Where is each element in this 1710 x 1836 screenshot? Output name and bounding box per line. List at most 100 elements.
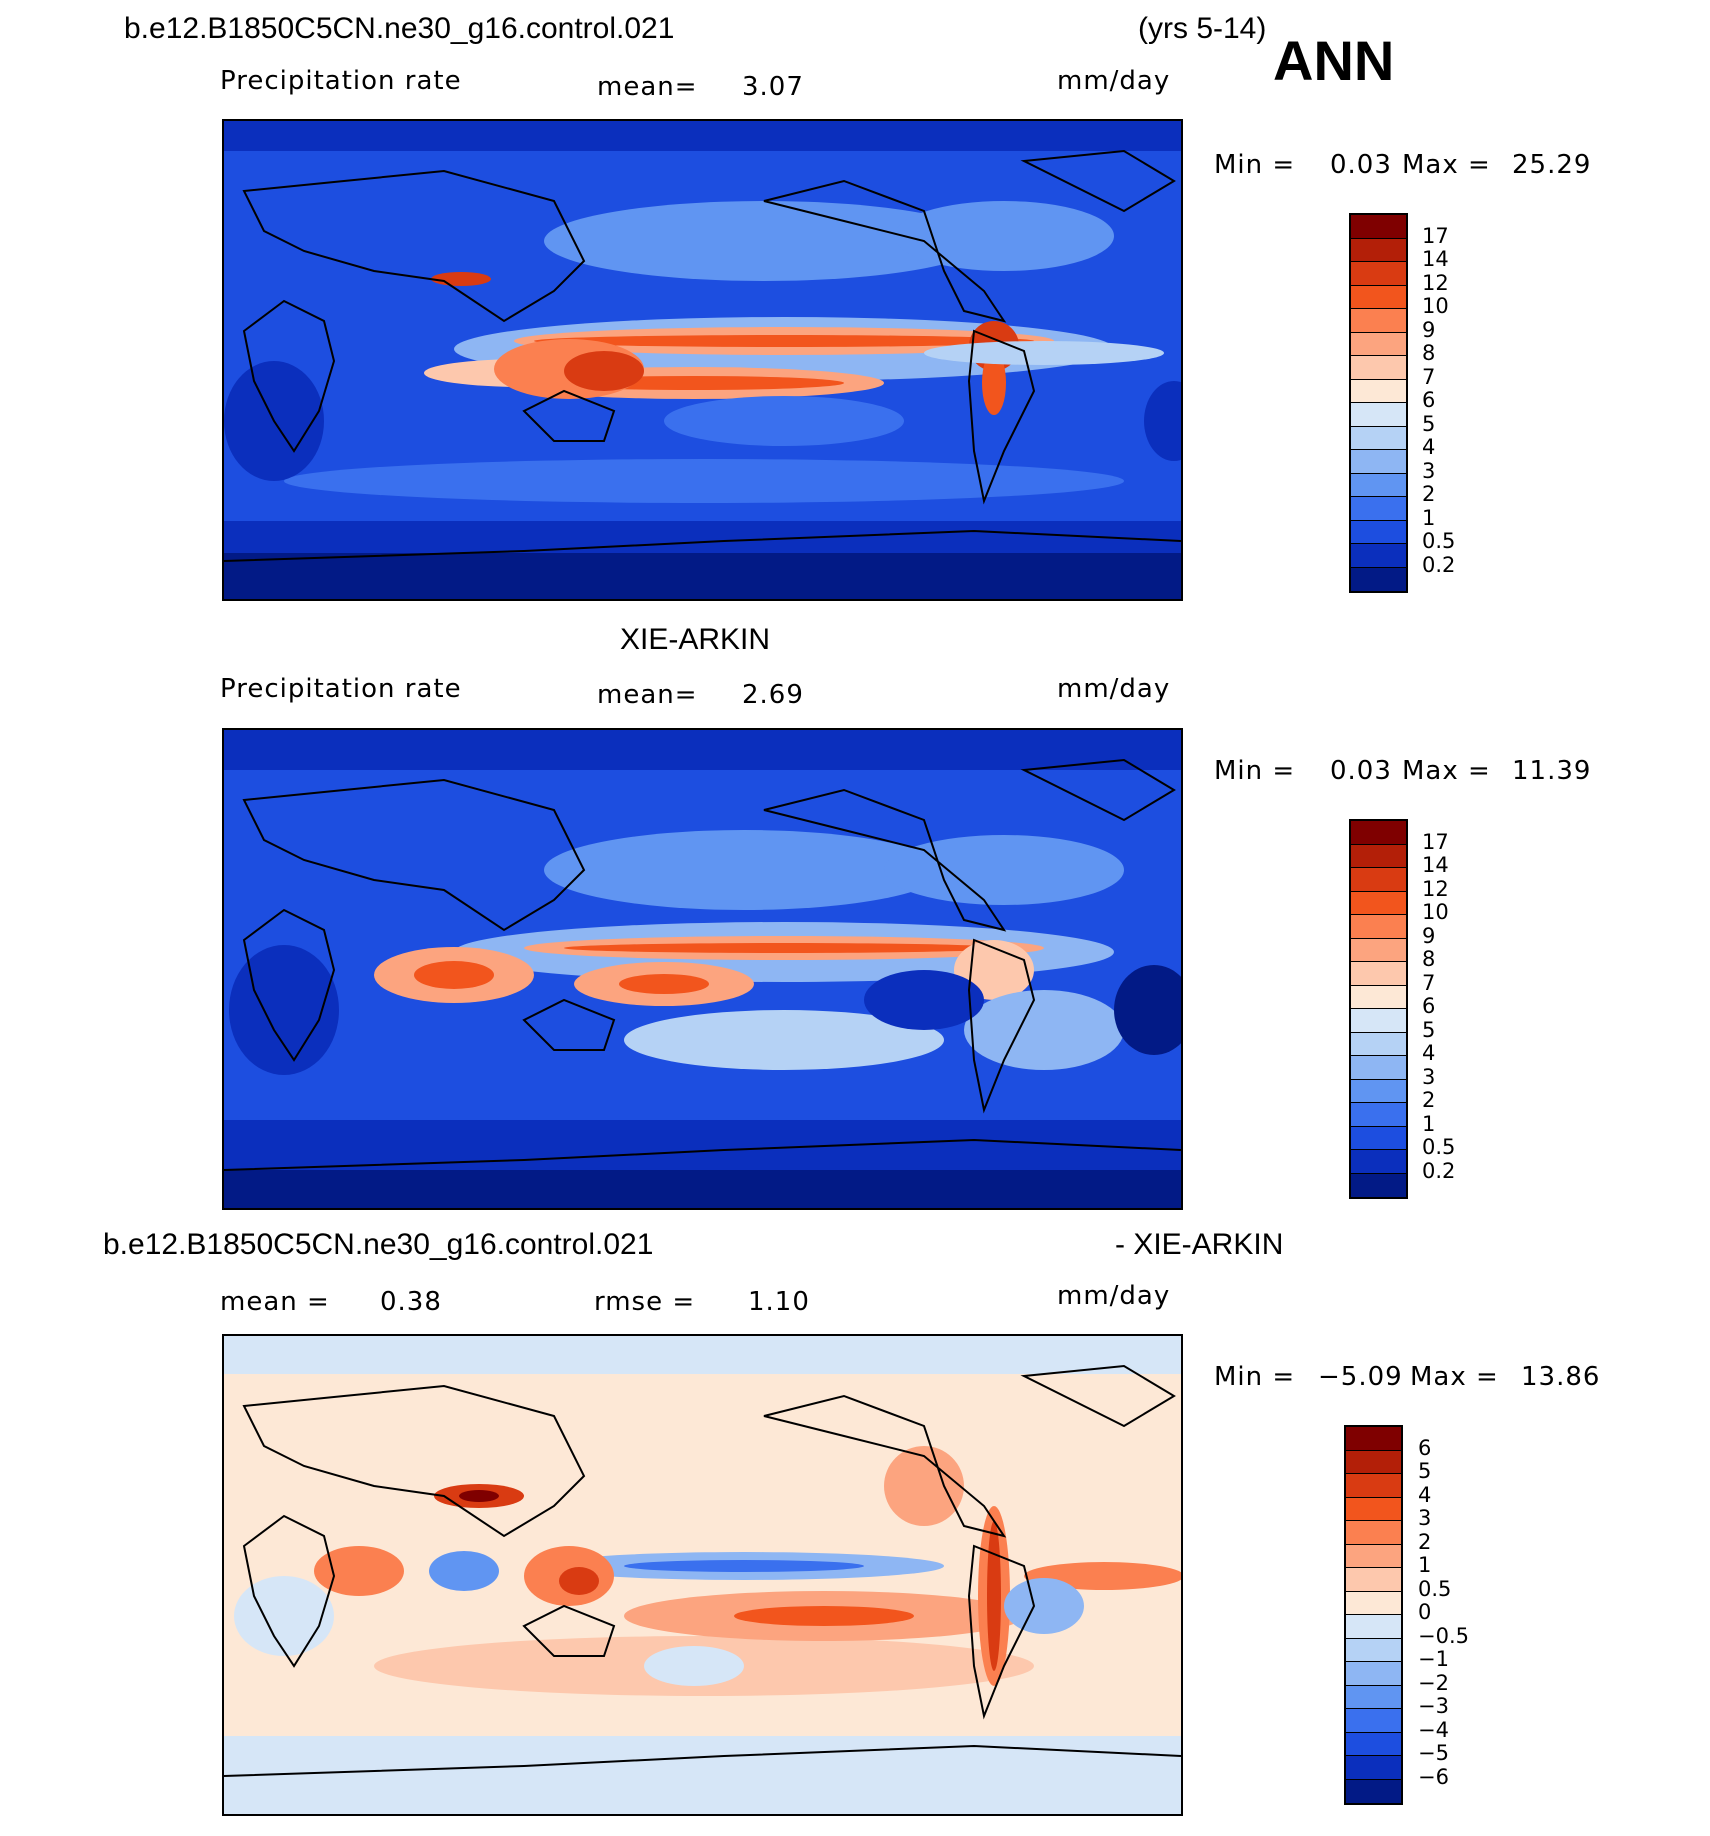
colorbar-tick-label: 3 (1422, 1064, 1436, 1089)
colorbar-tick-label: 12 (1422, 270, 1449, 295)
panel-diff-min-value: −5.09 (1318, 1362, 1403, 1392)
colorbar-swatch (1351, 567, 1406, 591)
panel-obs-min-label: Min = (1214, 756, 1296, 786)
panel-diff-min-label: Min = (1214, 1362, 1296, 1392)
colorbar-swatch (1351, 379, 1406, 403)
colorbar-tick-label: 10 (1422, 294, 1449, 318)
colorbar-tick-label: −5 (1418, 1741, 1449, 1765)
colorbar-swatch (1351, 821, 1406, 845)
colorbar-tick-label: 5 (1418, 1459, 1432, 1483)
colorbar-tick-label: 2 (1422, 482, 1436, 506)
colorbar-swatch (1351, 285, 1406, 309)
colorbar-tick-label: 8 (1422, 947, 1436, 971)
panel-model-max-label: Max = (1402, 150, 1491, 180)
panel-obs-variable: Precipitation rate (220, 674, 462, 704)
colorbar-swatch (1346, 1685, 1401, 1709)
panel-obs-colorbar (1349, 819, 1408, 1199)
colorbar-swatch (1351, 356, 1406, 380)
panel-diff-title-right: - XIE-ARKIN (1115, 1228, 1284, 1261)
panel-diff-max-value: 13.86 (1521, 1362, 1601, 1392)
panel-obs-units: mm/day (1057, 674, 1171, 704)
colorbar-swatch (1346, 1568, 1401, 1592)
colorbar-swatch (1346, 1638, 1401, 1662)
precip-obs-field (224, 730, 1181, 1208)
colorbar-swatch (1351, 962, 1406, 986)
colorbar-swatch (1346, 1709, 1401, 1733)
colorbar-swatch (1351, 915, 1406, 939)
colorbar-tick-label: 5 (1422, 411, 1436, 436)
colorbar-swatch (1351, 1079, 1406, 1103)
colorbar-tick-label: 12 (1422, 876, 1449, 901)
colorbar-swatch (1351, 1173, 1406, 1197)
colorbar-tick-label: 0 (1418, 1600, 1432, 1624)
colorbar-tick-label: 10 (1422, 900, 1449, 924)
panel-diff-title-left: b.e12.B1850C5CN.ne30_g16.control.021 (103, 1228, 654, 1261)
colorbar-swatch (1351, 238, 1406, 262)
colorbar-tick-label: 4 (1422, 435, 1436, 459)
panel-diff-colorbar (1344, 1425, 1403, 1805)
colorbar-swatch (1346, 1756, 1401, 1780)
colorbar-swatch (1346, 1450, 1401, 1474)
colorbar-swatch (1351, 985, 1406, 1009)
colorbar-tick-label: −4 (1418, 1717, 1449, 1742)
colorbar-swatch (1351, 1126, 1406, 1150)
colorbar-swatch (1351, 332, 1406, 356)
colorbar-tick-label: 17 (1422, 223, 1449, 248)
colorbar-swatch (1351, 450, 1406, 474)
panel-obs-min-value: 0.03 (1330, 756, 1392, 786)
colorbar-swatch (1351, 1009, 1406, 1033)
panel-diff-rmse-label: rmse = (594, 1287, 696, 1317)
colorbar-tick-label: 0.2 (1422, 1158, 1456, 1183)
colorbar-swatch (1346, 1779, 1401, 1803)
panel-model-units: mm/day (1057, 66, 1171, 96)
colorbar-swatch (1346, 1732, 1401, 1756)
colorbar-tick-label: 6 (1422, 388, 1436, 412)
colorbar-tick-label: 3 (1418, 1506, 1432, 1530)
colorbar-swatch (1346, 1521, 1401, 1545)
colorbar-tick-label: 2 (1422, 1088, 1436, 1112)
colorbar-tick-label: −3 (1418, 1694, 1449, 1718)
precip-diff-field (224, 1336, 1181, 1814)
panel-obs-map (222, 728, 1183, 1210)
colorbar-swatch (1346, 1615, 1401, 1639)
colorbar-swatch (1351, 215, 1406, 239)
precip-model-field (224, 121, 1181, 599)
colorbar-tick-label: 0.5 (1418, 1576, 1452, 1601)
colorbar-swatch (1351, 426, 1406, 450)
colorbar-tick-label: 4 (1422, 1041, 1436, 1065)
colorbar-swatch (1351, 473, 1406, 497)
colorbar-swatch (1351, 520, 1406, 544)
panel-model-min-label: Min = (1214, 150, 1296, 180)
colorbar-swatch (1351, 497, 1406, 521)
season-label: ANN (1273, 29, 1395, 92)
colorbar-swatch (1346, 1544, 1401, 1568)
colorbar-tick-label: 8 (1422, 341, 1436, 365)
colorbar-swatch (1346, 1497, 1401, 1521)
colorbar-swatch (1351, 309, 1406, 333)
colorbar-swatch (1351, 1056, 1406, 1080)
colorbar-tick-label: 7 (1422, 970, 1436, 995)
colorbar-swatch (1351, 938, 1406, 962)
colorbar-tick-label: 7 (1422, 364, 1436, 389)
panel-diff-rmse-value: 1.10 (748, 1287, 810, 1317)
panel-obs-mean-value: 2.69 (742, 680, 804, 710)
panel-model-map (222, 119, 1183, 601)
colorbar-swatch (1351, 403, 1406, 427)
colorbar-tick-label: 17 (1422, 829, 1449, 854)
colorbar-tick-label: −0.5 (1418, 1623, 1469, 1648)
colorbar-swatch (1351, 1150, 1406, 1174)
colorbar-tick-label: 2 (1418, 1529, 1432, 1554)
colorbar-tick-label: −6 (1418, 1764, 1449, 1789)
panel-diff-mean-value: 0.38 (380, 1287, 442, 1317)
colorbar-tick-label: 9 (1422, 317, 1436, 342)
colorbar-swatch (1346, 1591, 1401, 1615)
colorbar-swatch (1346, 1662, 1401, 1686)
panel-obs-max-label: Max = (1402, 756, 1491, 786)
panel-model-min-value: 0.03 (1330, 150, 1392, 180)
colorbar-tick-label: 14 (1422, 247, 1449, 271)
panel-diff-mean-label: mean = (220, 1287, 330, 1317)
colorbar-tick-label: 3 (1422, 458, 1436, 483)
panel-model-variable: Precipitation rate (220, 66, 462, 96)
colorbar-tick-label: 6 (1422, 994, 1436, 1018)
colorbar-swatch (1351, 544, 1406, 568)
